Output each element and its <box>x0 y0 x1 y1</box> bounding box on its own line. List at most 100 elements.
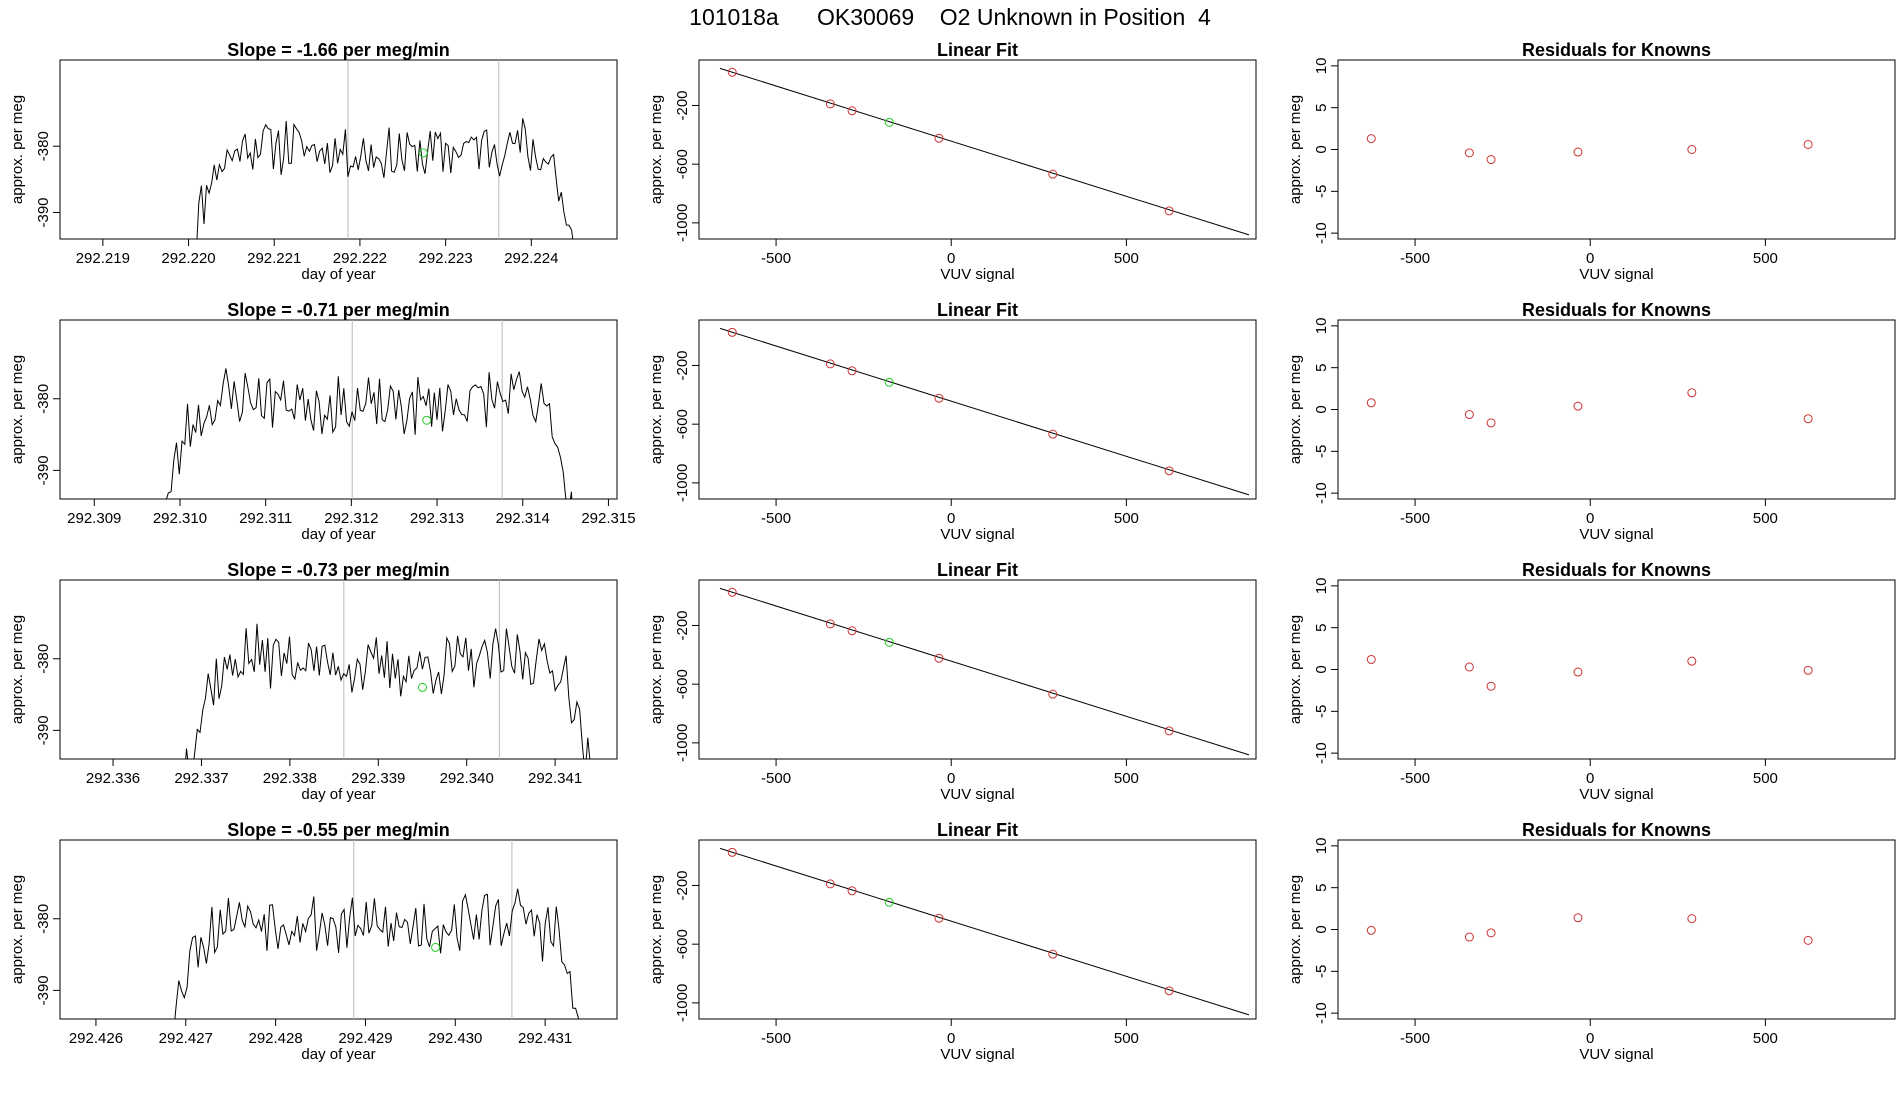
y-axis-label: approx. per meg <box>1287 95 1304 204</box>
x-tick-label: 292.309 <box>67 510 121 527</box>
known-point <box>825 359 835 369</box>
known-point <box>1573 913 1583 923</box>
x-tick-label: 292.310 <box>153 510 207 527</box>
x-tick-label: 0 <box>947 1030 955 1047</box>
y-tick-label: -10 <box>1313 742 1330 764</box>
plot-frame <box>59 579 618 760</box>
panel-rs3: Residuals for Knowns -500 0 500 VUV signal 10… <box>1287 560 1896 803</box>
x-tick-label: 500 <box>1753 770 1778 787</box>
y-axis: -200 -600 -1000 approx. per meg <box>648 90 699 242</box>
y-tick-label: -1000 <box>674 464 691 502</box>
y-tick-label: -200 <box>674 350 691 380</box>
known-point <box>934 133 944 143</box>
y-axis: 10 5 0 -5 -10 approx. per meg <box>1287 578 1338 764</box>
y-tick-label: -380 <box>35 904 52 934</box>
y-tick-label: -380 <box>35 131 52 161</box>
x-axis: -500 0 500 VUV signal <box>761 1019 1139 1063</box>
x-tick-label: 500 <box>1753 250 1778 267</box>
x-tick-label: 292.429 <box>338 1030 392 1047</box>
y-tick-label: -10 <box>1313 482 1330 504</box>
y-tick-label: -1000 <box>674 984 691 1022</box>
y-tick-label: 5 <box>1313 884 1330 892</box>
panel-rs4: Residuals for Knowns -500 0 500 VUV signal 10… <box>1287 820 1896 1063</box>
known-point <box>1366 134 1376 144</box>
plot-area <box>196 60 574 239</box>
known-point <box>1687 914 1697 924</box>
panel-title: Linear Fit <box>937 560 1018 580</box>
unknown-point <box>417 682 427 692</box>
panel-rs1: Residuals for Knowns -500 0 500 VUV signal 10… <box>1287 40 1896 283</box>
panel-title: Linear Fit <box>937 40 1018 60</box>
x-tick-label: 0 <box>1586 250 1594 267</box>
x-tick-label: 292.337 <box>174 770 228 787</box>
y-axis-label: approx. per meg <box>9 875 26 984</box>
known-point <box>1803 414 1813 424</box>
x-tick-label: -500 <box>1400 1030 1430 1047</box>
y-tick-label: 0 <box>1313 665 1330 673</box>
known-point <box>1486 155 1496 165</box>
plot-area <box>165 320 573 499</box>
known-point <box>1486 418 1496 428</box>
x-axis: 292.219 292.220 292.221 292.222 292.223 292.2… <box>76 239 558 283</box>
plot-area <box>1366 654 1813 691</box>
x-tick-label: 292.313 <box>410 510 464 527</box>
y-axis-label: approx. per meg <box>648 355 665 464</box>
plot-area <box>1366 134 1813 165</box>
y-tick-label: 10 <box>1313 58 1330 75</box>
known-point <box>1803 665 1813 675</box>
fit-line <box>719 847 1250 1016</box>
x-axis-label: VUV signal <box>940 266 1014 283</box>
unknown-point <box>884 117 894 127</box>
known-point <box>1164 726 1174 736</box>
x-axis: -500 0 500 VUV signal <box>761 499 1139 543</box>
fit-line <box>719 587 1250 756</box>
known-point <box>1573 147 1583 157</box>
unknown-point <box>422 415 432 425</box>
known-point <box>1366 398 1376 408</box>
known-point <box>1164 986 1174 996</box>
plot-area <box>1366 913 1813 945</box>
y-axis: -380 -390 approx. per meg <box>9 615 60 745</box>
series-line <box>174 888 579 1019</box>
y-tick-label: 0 <box>1313 925 1330 933</box>
x-axis-label: VUV signal <box>1579 266 1653 283</box>
y-axis-label: approx. per meg <box>1287 615 1304 724</box>
x-axis-label: day of year <box>301 1046 375 1063</box>
series-line <box>165 368 573 499</box>
plot-area <box>719 847 1250 1016</box>
unknown-point <box>418 148 428 158</box>
x-tick-label: -500 <box>761 770 791 787</box>
y-tick-label: 0 <box>1313 405 1330 413</box>
panel-title: Slope = -0.71 per meg/min <box>227 300 450 320</box>
panel-lf4: Linear Fit -500 0 500 VUV signal -200 -600 -100… <box>648 820 1257 1063</box>
known-point <box>1687 145 1697 154</box>
y-tick-label: -200 <box>674 610 691 640</box>
panel-title: Slope = -0.55 per meg/min <box>227 820 450 840</box>
y-tick-label: -600 <box>674 929 691 959</box>
x-tick-label: -500 <box>1400 250 1430 267</box>
unknown-point <box>884 637 894 647</box>
known-point <box>934 393 944 403</box>
unknown-point <box>884 377 894 387</box>
x-axis: -500 0 500 VUV signal <box>761 239 1139 283</box>
y-axis-label: approx. per meg <box>648 875 665 984</box>
known-point <box>847 886 857 896</box>
y-tick-label: 10 <box>1313 578 1330 595</box>
plot-frame <box>698 59 1257 240</box>
known-point <box>1573 401 1583 411</box>
y-tick-label: -600 <box>674 149 691 179</box>
known-point <box>727 587 737 597</box>
known-point <box>1048 949 1058 959</box>
known-point <box>1464 410 1474 420</box>
x-tick-label: 292.340 <box>440 770 494 787</box>
known-point <box>1048 429 1058 439</box>
y-axis-label: approx. per meg <box>1287 355 1304 464</box>
x-tick-label: -500 <box>761 1030 791 1047</box>
y-axis: -200 -600 -1000 approx. per meg <box>648 350 699 502</box>
y-tick-label: 5 <box>1313 104 1330 112</box>
plot-frame <box>698 319 1257 500</box>
x-tick-label: 500 <box>1753 510 1778 527</box>
